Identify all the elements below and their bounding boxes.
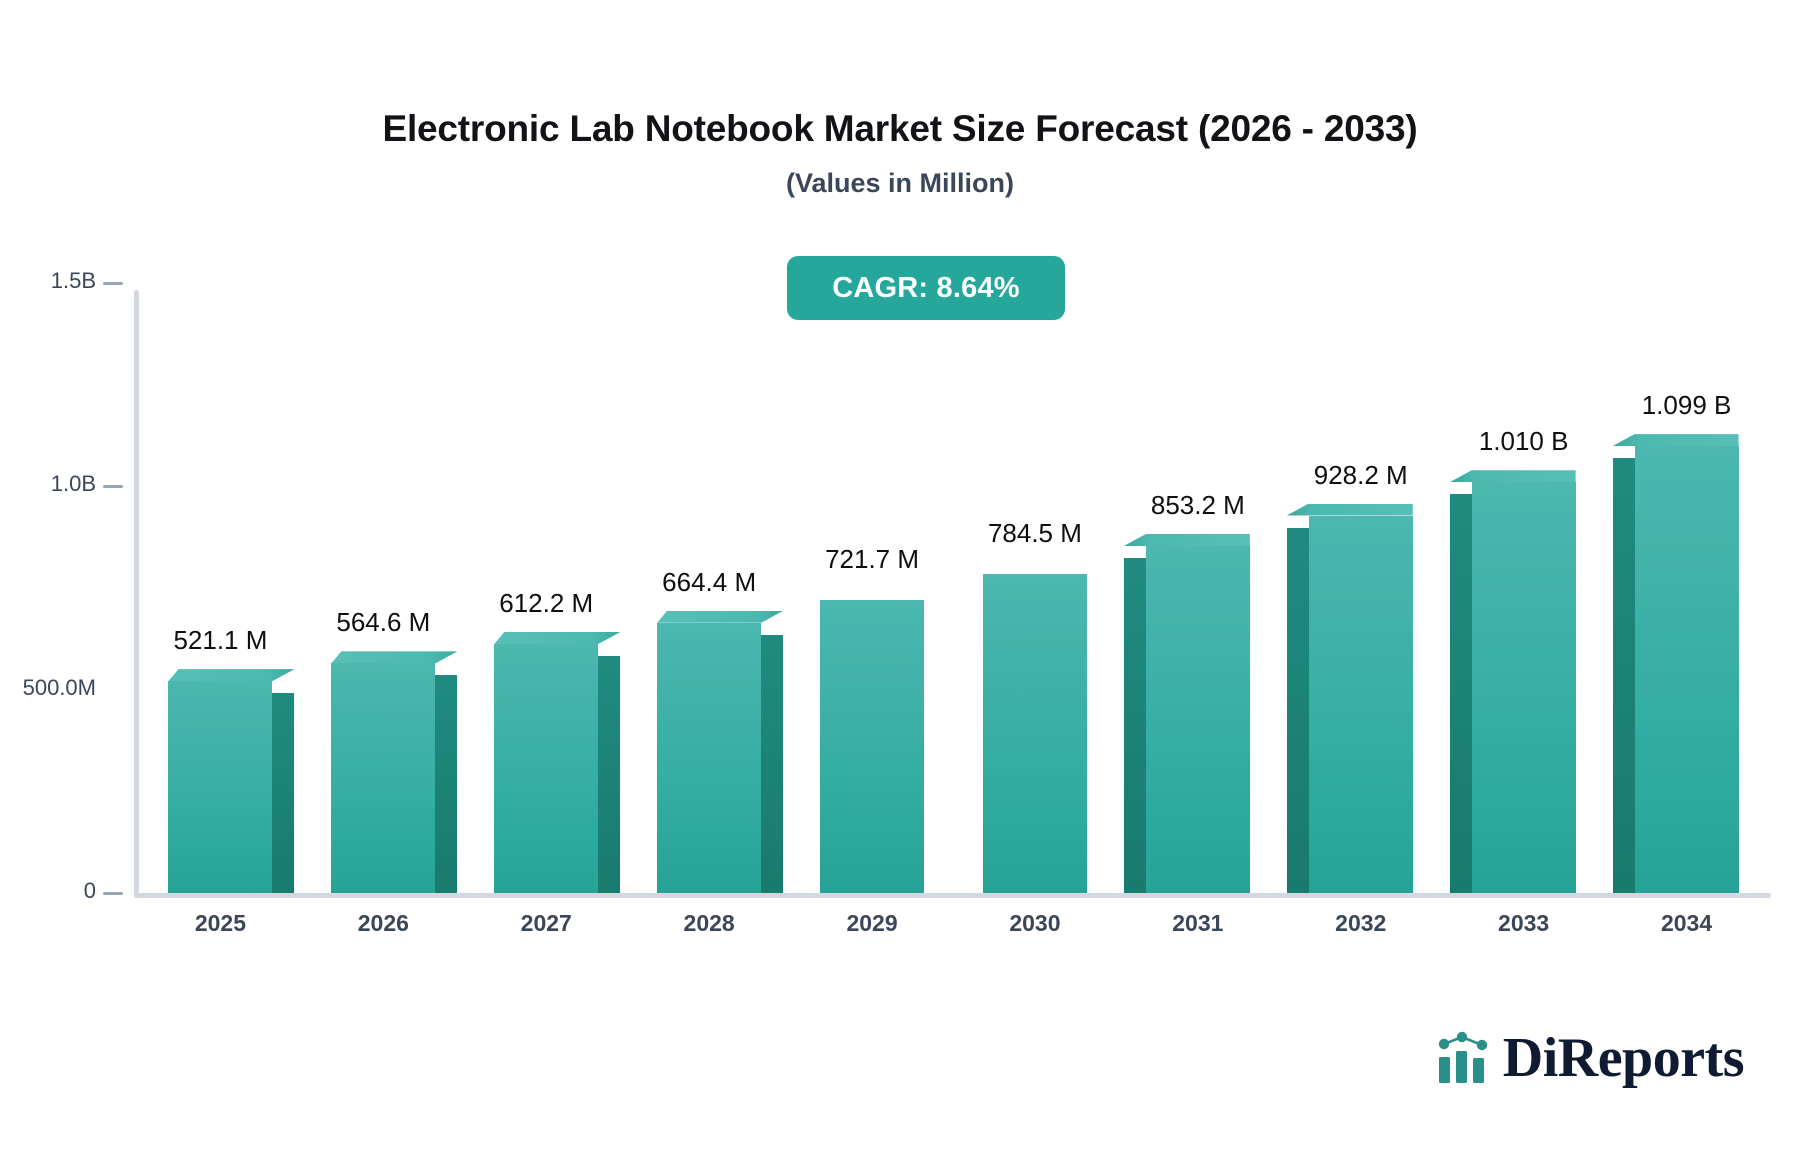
bar-side-face: [761, 634, 784, 893]
bar-side-face: [1123, 558, 1146, 893]
bar-top-face: [1612, 434, 1739, 447]
bar: [820, 599, 925, 893]
bar-value-label: 853.2 M: [1150, 490, 1245, 521]
x-category-label: 2031: [1172, 910, 1224, 936]
cagr-badge-label: CAGR: 8.64%: [832, 271, 1020, 304]
bar: [1123, 534, 1250, 893]
bar-front-face: [1308, 515, 1413, 893]
bar-front-face: [1145, 546, 1250, 893]
bar-top-face: [494, 632, 621, 645]
bar-front-face: [1471, 482, 1576, 893]
bar: [331, 651, 458, 893]
x-category-label: 2025: [194, 910, 247, 936]
x-category-label: 2033: [1498, 910, 1550, 936]
page-title: Electronic Lab Notebook Market Size Fore…: [382, 108, 1418, 149]
bar-top-face: [1123, 534, 1250, 547]
bar-value-label: 784.5 M: [987, 517, 1082, 548]
y-tick-mark: [103, 892, 123, 895]
y-tick-label: 1.5B: [50, 268, 96, 293]
bar-front-face: [820, 599, 925, 893]
page-subtitle: (Values in Million): [785, 168, 1015, 198]
bar-value-label: 521.1 M: [173, 625, 268, 656]
bar-value-label: 1.010 B: [1478, 426, 1569, 457]
bar-top-face: [657, 610, 784, 623]
y-tick-mark: [103, 282, 123, 285]
bar: [1612, 434, 1739, 893]
y-tick-mark: [103, 485, 123, 489]
bar-front-face: [331, 663, 436, 893]
x-category-label: 2030: [1009, 910, 1061, 936]
bar-value-label: 564.6 M: [336, 607, 431, 638]
bar-side-face: [598, 656, 621, 893]
y-axis-line: [134, 290, 139, 898]
bar: [1449, 470, 1576, 893]
bar-top-face: [168, 669, 295, 682]
bar-value-label: 612.2 M: [499, 588, 594, 619]
bar-value-label: 721.7 M: [825, 543, 920, 574]
bar: [168, 669, 295, 893]
x-category-label: 2032: [1335, 910, 1387, 936]
x-category-label: 2034: [1660, 910, 1713, 936]
x-category-label: 2026: [357, 910, 409, 936]
bar-side-face: [1612, 458, 1635, 893]
bar-top-face: [1286, 503, 1413, 516]
y-tick-label: 500.0M: [22, 674, 96, 700]
bar-side-face: [1286, 527, 1309, 893]
bar-value-label: 928.2 M: [1313, 459, 1408, 490]
direports-logo: DiReports: [1437, 1027, 1745, 1089]
x-category-label: 2027: [520, 910, 572, 936]
y-tick-label: 1.0B: [50, 471, 96, 497]
x-category-label: 2029: [846, 910, 898, 936]
cagr-badge: CAGR: 8.64%: [787, 256, 1065, 320]
x-axis-line: [134, 893, 1771, 898]
bar-front-face: [168, 681, 273, 893]
bar-top-face: [1449, 470, 1576, 483]
bar: [657, 610, 784, 893]
y-tick-label: 0: [83, 878, 96, 903]
bar-top-face: [331, 651, 458, 664]
bar-front-face: [982, 573, 1087, 893]
x-category-label: 2028: [683, 910, 735, 936]
bar-chart-icon: [1438, 1031, 1487, 1083]
logo-wordmark: DiReports: [1502, 1027, 1745, 1089]
bar-front-face: [1634, 446, 1739, 893]
bar-front-face: [657, 622, 762, 893]
bar: [982, 573, 1087, 893]
bar: [494, 632, 621, 893]
bar-value-label: 1.099 B: [1641, 390, 1732, 421]
bar-value-label: 664.4 M: [662, 566, 757, 597]
bar-side-face: [1449, 494, 1472, 893]
bar-side-face: [435, 675, 458, 893]
bar-side-face: [272, 693, 295, 893]
bar-front-face: [494, 644, 599, 893]
bar: [1286, 503, 1413, 893]
